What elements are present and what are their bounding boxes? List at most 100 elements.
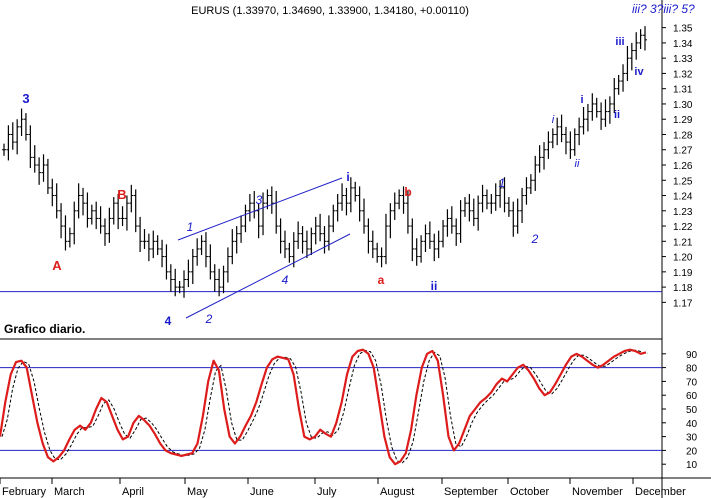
price-bar [621,64,626,92]
oscillator-y-axis: 90 80 70 60 50 40 30 20 10 [662,350,698,471]
price-bar [63,215,68,251]
price-bar [581,107,586,135]
price-bar [643,26,647,51]
month-label: July [317,486,337,498]
price-bar [335,194,340,222]
price-bar [278,218,283,254]
price-bar [318,213,323,242]
price-tick-label: 1.30 [673,100,693,111]
price-bar [484,189,489,210]
month-label: September [444,486,498,498]
price-bar [59,203,64,239]
month-label: February [2,486,47,498]
price-bar [625,45,630,82]
price-tick-label: 1.29 [673,115,693,126]
price-bar [45,158,50,194]
price-bar [599,102,604,130]
price-bar [423,224,428,252]
month-label: August [380,486,414,498]
price-bar [520,187,525,223]
price-bar [164,244,169,280]
price-bar [234,226,239,254]
price-bar [432,233,437,262]
wave-label: b [404,185,411,199]
osc-tick-label: 10 [686,460,698,471]
price-tick-label: 1.22 [673,222,693,233]
price-bar [23,113,28,141]
price-bar [462,197,467,217]
wave-label: ii [431,279,438,293]
price-bar [124,195,129,231]
price-bar [427,221,432,249]
price-bar [480,184,485,213]
price-bar [638,29,643,49]
month-label: December [635,486,686,498]
price-bar [476,195,481,231]
price-bar [366,218,371,254]
price-bar [445,209,450,237]
oscillator-main-line [0,348,647,466]
wave-label: a [378,273,385,287]
price-bar [511,201,516,237]
price-bar [274,190,279,234]
wave-label: A [52,258,62,273]
price-bar [515,198,520,234]
price-tick-label: 1.28 [673,130,693,141]
price-bar [15,119,20,155]
osc-tick-label: 20 [686,446,698,457]
price-bar [291,232,296,268]
price-bar [467,194,472,222]
chart-title: EURUS (1.33970, 1.34690, 1.33900, 1.3418… [191,5,469,17]
price-bar [340,183,345,211]
price-bar [230,229,235,265]
price-bar [32,145,37,173]
price-bar [72,201,77,245]
price-bar [225,247,230,283]
channel-upper [177,177,343,241]
price-bar [19,108,24,136]
price-bar [419,235,424,263]
month-label: May [187,486,208,498]
price-tick-label: 1.26 [673,161,693,172]
price-tick-label: 1.17 [673,298,693,309]
osc-tick-label: 30 [686,433,698,444]
price-bar [94,201,99,230]
price-bar [506,197,511,217]
price-bar [239,215,244,243]
price-bar [498,180,503,208]
price-bar [120,206,125,227]
price-y-axis: 1.35 1.34 1.33 1.32 1.31 1.30 1.29 1.28 1.27 1.26… [662,24,693,309]
price-bar [256,203,261,239]
price-bar [629,42,634,71]
price-bar [585,103,590,132]
price-bar [296,221,301,249]
price-bar [577,117,582,146]
wave-label: 1 [499,176,506,190]
price-bar [67,227,72,248]
wave-label: 2 [531,232,539,246]
wave-label: 2 [205,312,213,326]
price-bar [177,281,182,294]
wave-label: iii [615,36,624,48]
price-bar [151,230,156,259]
osc-tick-label: 70 [686,377,698,388]
price-bar [344,187,349,216]
price-bar [89,204,94,225]
price-bar [397,189,402,210]
price-tick-label: 1.20 [673,253,693,264]
price-bar [568,131,573,159]
price-bar [309,227,314,256]
price-bar [41,154,46,182]
price-bar [247,194,252,222]
price-bar [54,183,59,219]
price-bar [375,242,380,263]
wave-label: i [346,170,349,184]
price-bar [111,197,116,225]
price-bar [331,204,336,233]
wave-label: 3 [22,91,29,106]
price-bar [493,183,498,211]
price-bar [362,198,367,234]
price-bar [146,233,151,262]
price-tick-label: 1.23 [673,207,693,218]
